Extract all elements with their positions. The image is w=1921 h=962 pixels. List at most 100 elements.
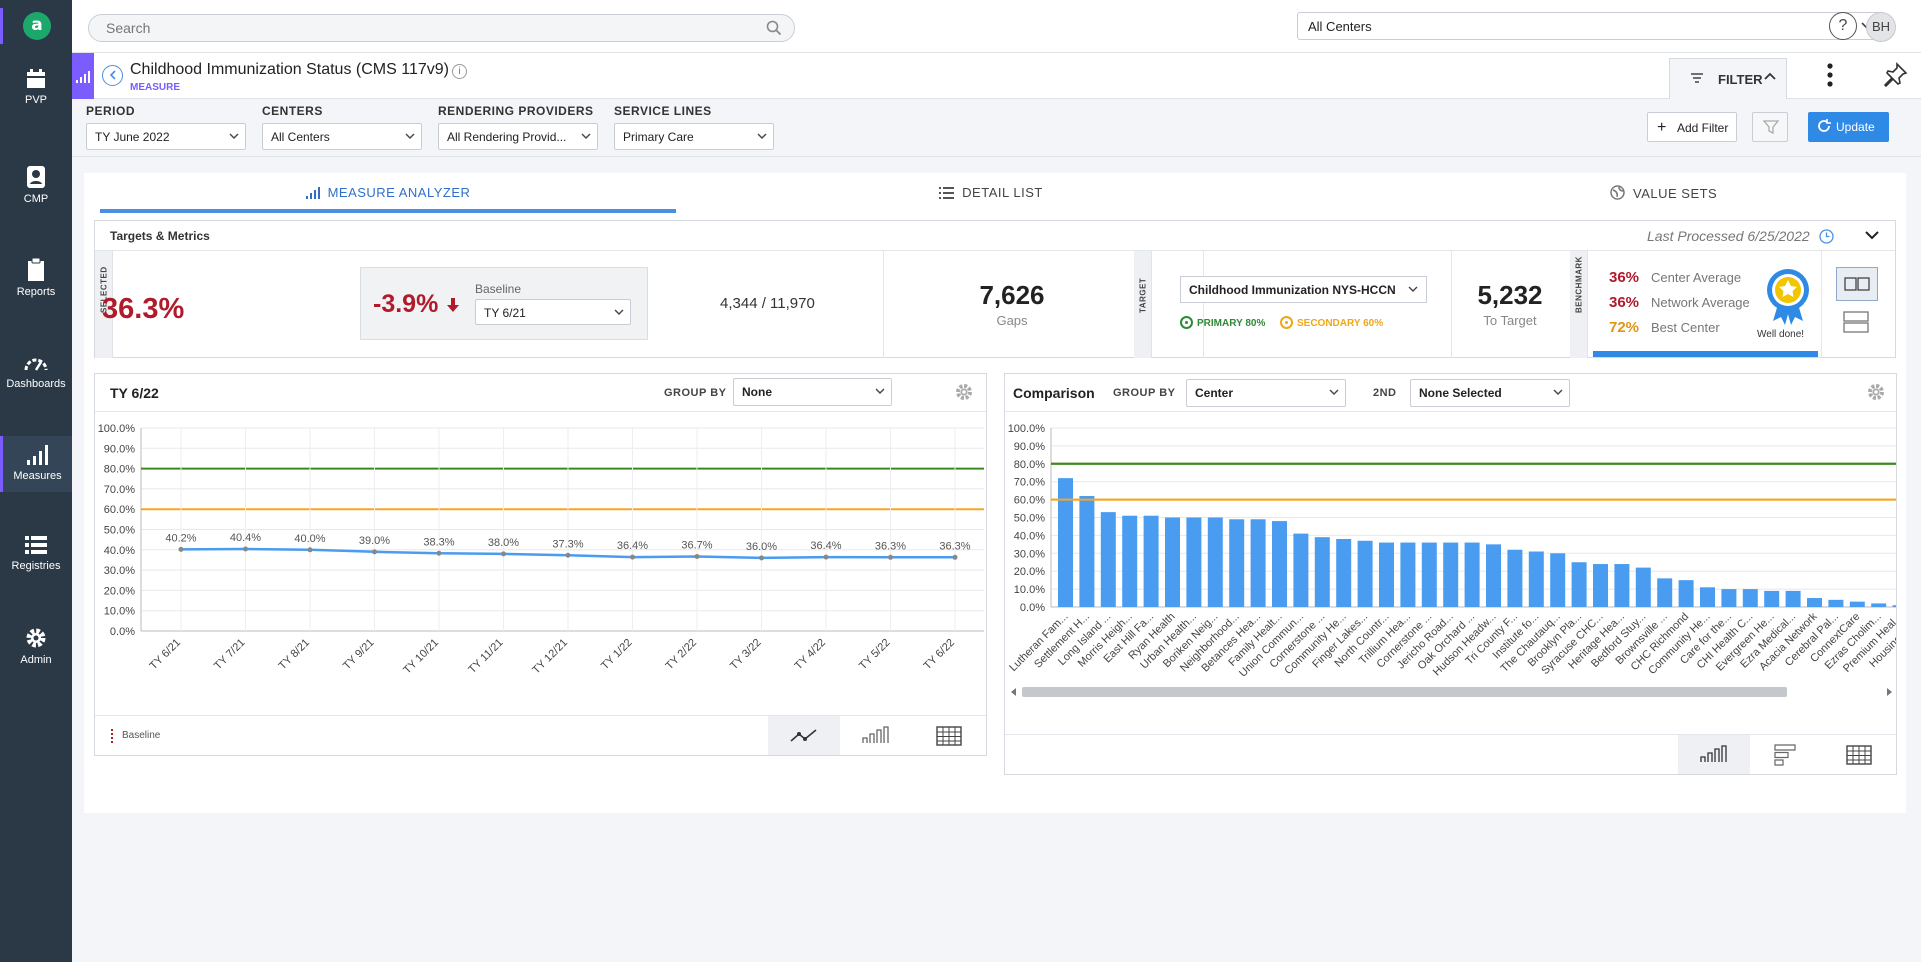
x-tick-label: TY 2/22 xyxy=(664,637,700,673)
avatar[interactable]: BH xyxy=(1866,12,1896,42)
bar xyxy=(1336,538,1352,607)
divider xyxy=(1821,251,1822,358)
data-point xyxy=(501,551,506,557)
search-icon[interactable] xyxy=(766,20,782,36)
horizontal-bar-chart-button[interactable] xyxy=(1750,735,1822,774)
y-tick-label: 100.0% xyxy=(1008,423,1046,435)
add-filter-button[interactable]: + Add Filter xyxy=(1647,112,1737,142)
x-tick-label: TY 6/21 xyxy=(148,637,184,673)
y-tick-label: 90.0% xyxy=(104,443,135,455)
tab-detail-list[interactable]: DETAIL LIST xyxy=(716,174,1266,213)
nav-label: CMP xyxy=(23,193,49,205)
chevron-down-icon[interactable] xyxy=(1865,231,1879,240)
y-tick-label: 90.0% xyxy=(1014,441,1045,453)
baseline-select[interactable]: TY 6/21 xyxy=(475,299,631,325)
tab-label: VALUE SETS xyxy=(1633,186,1718,201)
center-select[interactable]: All Centers xyxy=(1297,12,1884,40)
trend-panel-title: TY 6/22 xyxy=(110,385,159,401)
data-label: 36.7% xyxy=(681,539,712,551)
tab-label: DETAIL LIST xyxy=(962,185,1043,200)
layout-stacked-button[interactable] xyxy=(1836,306,1878,340)
tab-value-sets[interactable]: VALUE SETS xyxy=(1334,174,1884,213)
second-group-select[interactable]: None Selected xyxy=(1410,379,1570,407)
filter-toggle-label: FILTER xyxy=(1718,72,1763,87)
horizontal-bar-icon xyxy=(1774,744,1796,766)
bar-chart-button[interactable] xyxy=(840,716,912,755)
comparison-group-by-select[interactable]: Center xyxy=(1186,379,1346,407)
trend-panel: TY 6/22 GROUP BY None 0.0% 10.0% 20.0% 30.0… xyxy=(94,373,987,756)
nav-item-dashboards[interactable]: Dashboards xyxy=(0,352,72,428)
scroll-right-icon[interactable] xyxy=(1885,688,1893,696)
bar xyxy=(1464,542,1480,607)
settings-gear-icon[interactable] xyxy=(1867,383,1885,401)
y-tick-label: 60.0% xyxy=(104,504,135,516)
nav-item-registries[interactable]: Registries xyxy=(0,534,72,610)
filter-lines-icon xyxy=(1691,73,1703,83)
bar xyxy=(1207,517,1223,607)
target-select[interactable]: Childhood Immunization NYS-HCCN xyxy=(1180,276,1427,303)
list-icon xyxy=(25,536,47,554)
bar xyxy=(1421,542,1437,607)
benchmark-section-label: BENCHMARK xyxy=(1570,251,1588,358)
table-view-button[interactable] xyxy=(913,716,985,755)
bar-chart-button[interactable] xyxy=(1678,735,1750,774)
search-input[interactable]: Search xyxy=(88,14,795,42)
bar xyxy=(1721,589,1737,607)
bar xyxy=(1443,542,1459,607)
layout-side-by-side-button[interactable] xyxy=(1836,267,1878,301)
info-icon[interactable]: i xyxy=(452,64,467,79)
app-logo[interactable]: a xyxy=(23,12,51,40)
target-select-value: Childhood Immunization NYS-HCCN xyxy=(1189,283,1396,297)
arrow-down-icon xyxy=(447,298,459,312)
data-point xyxy=(630,554,635,560)
line-chart-icon xyxy=(790,729,817,742)
table-view-button[interactable] xyxy=(1823,735,1895,774)
data-label: 40.2% xyxy=(165,532,196,544)
nav-item-measures[interactable]: Measures xyxy=(0,436,72,492)
data-label: 39.0% xyxy=(359,535,390,547)
line-chart-button[interactable] xyxy=(768,716,840,755)
help-button[interactable]: ? xyxy=(1829,12,1857,40)
tab-label: MEASURE ANALYZER xyxy=(327,185,471,200)
baseline-legend: Baseline xyxy=(122,730,161,741)
x-tick-label: TY 1/22 xyxy=(599,637,635,673)
update-button[interactable]: Update xyxy=(1808,112,1889,142)
scrollbar-thumb[interactable] xyxy=(1022,687,1787,697)
nav-item-pvp[interactable]: PVP xyxy=(0,68,72,144)
scroll-left-icon[interactable] xyxy=(1010,688,1018,696)
x-tick-label: TY 7/21 xyxy=(212,637,248,673)
to-target-value: 5,232 xyxy=(1477,280,1543,310)
group-by-label: GROUP BY xyxy=(1113,387,1176,399)
primary-target-legend: PRIMARY 80% xyxy=(1180,316,1265,329)
data-point xyxy=(888,554,893,560)
target-dot-icon xyxy=(1180,316,1193,329)
centers-select[interactable]: All Centers xyxy=(262,123,422,150)
comparison-bar-chart: 0.0% 10.0% 20.0% 30.0% 40.0% 50.0% 60.0% 70.0% 8… xyxy=(1007,423,1896,680)
measure-type-indicator xyxy=(72,53,94,99)
service-lines-select[interactable]: Primary Care xyxy=(614,123,774,150)
x-tick-label: TY 10/21 xyxy=(401,637,441,677)
nav-item-reports[interactable]: Reports xyxy=(0,258,72,334)
providers-select[interactable]: All Rendering Provid... xyxy=(438,123,598,150)
bar xyxy=(1892,605,1896,607)
more-vertical-icon[interactable] xyxy=(1827,63,1833,87)
horizontal-scrollbar[interactable] xyxy=(1005,684,1896,700)
filter-toggle-button[interactable]: FILTER xyxy=(1669,58,1787,99)
bar xyxy=(1593,564,1608,607)
to-target-label: To Target xyxy=(1483,313,1537,328)
clear-filter-button[interactable] xyxy=(1752,112,1788,142)
bar xyxy=(1742,589,1758,607)
data-point xyxy=(436,550,442,556)
period-select[interactable]: TY June 2022 xyxy=(86,123,246,150)
nav-item-cmp[interactable]: CMP xyxy=(0,165,72,241)
trend-group-by-select[interactable]: None xyxy=(733,378,892,406)
settings-gear-icon[interactable] xyxy=(955,383,973,401)
pin-icon[interactable] xyxy=(1882,62,1908,88)
chevron-left-icon xyxy=(109,70,116,80)
bar-chart-icon xyxy=(1700,745,1727,762)
tab-measure-analyzer[interactable]: MEASURE ANALYZER xyxy=(100,174,676,213)
targets-metrics-title: Targets & Metrics xyxy=(110,229,210,243)
back-button[interactable] xyxy=(102,65,123,86)
nav-item-admin[interactable]: Admin xyxy=(0,626,72,702)
bar xyxy=(1272,521,1287,607)
